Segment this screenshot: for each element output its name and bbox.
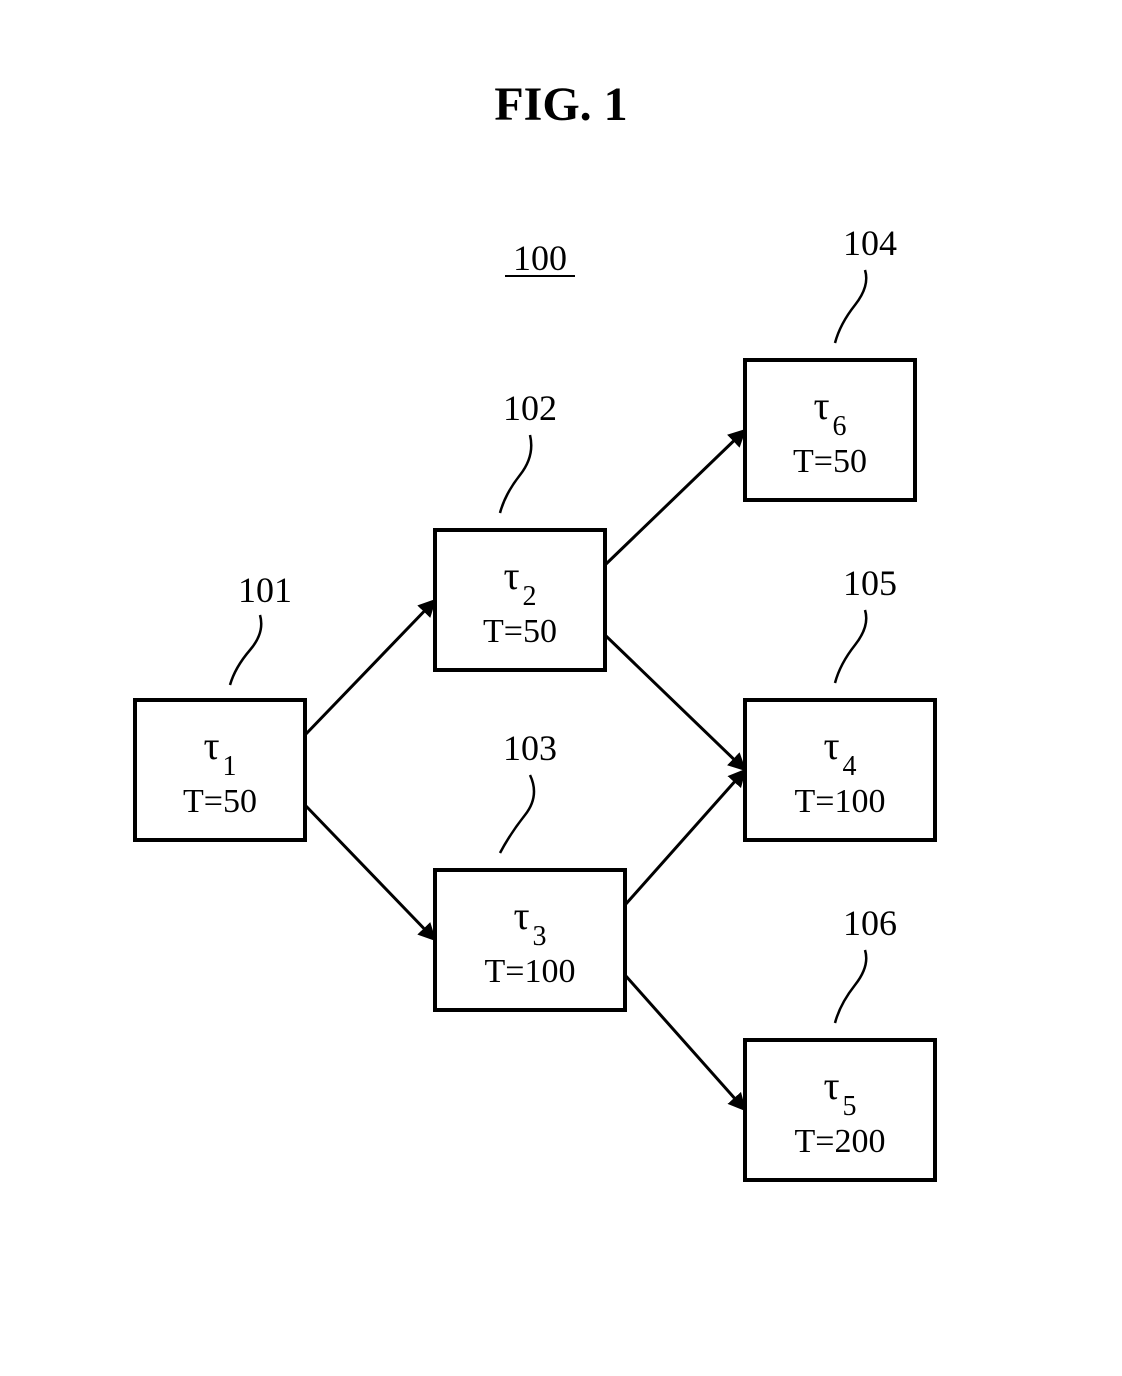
edge bbox=[625, 975, 745, 1110]
node-period: T=50 bbox=[183, 783, 257, 820]
edge bbox=[305, 600, 435, 735]
callout-line bbox=[835, 610, 866, 683]
figure-title: FIG. 1 bbox=[494, 78, 627, 131]
node-period: T=200 bbox=[795, 1123, 886, 1160]
node-ref: 101 bbox=[238, 570, 292, 610]
node-ref: 105 bbox=[843, 563, 897, 603]
node-n1: τ1T=50101 bbox=[135, 570, 305, 840]
diagram-ref: 100 bbox=[513, 238, 567, 278]
node-n2: τ2T=50102 bbox=[435, 388, 605, 670]
edge bbox=[305, 805, 435, 940]
node-n3: τ3T=100103 bbox=[435, 728, 625, 1010]
node-n4: τ4T=100105 bbox=[745, 563, 935, 840]
node-ref: 106 bbox=[843, 903, 897, 943]
callout-line bbox=[500, 435, 531, 513]
edge bbox=[605, 635, 745, 770]
node-period: T=100 bbox=[485, 953, 576, 990]
callout-line bbox=[500, 775, 534, 853]
edge bbox=[605, 430, 745, 565]
node-period: T=100 bbox=[795, 783, 886, 820]
node-ref: 102 bbox=[503, 388, 557, 428]
edge bbox=[625, 770, 745, 905]
callout-line bbox=[230, 615, 261, 685]
node-ref: 104 bbox=[843, 223, 897, 263]
node-n6: τ6T=50104 bbox=[745, 223, 915, 500]
node-period: T=50 bbox=[483, 613, 557, 650]
node-period: T=50 bbox=[793, 443, 867, 480]
node-ref: 103 bbox=[503, 728, 557, 768]
callout-line bbox=[835, 950, 866, 1023]
callout-line bbox=[835, 270, 866, 343]
node-n5: τ5T=200106 bbox=[745, 903, 935, 1180]
